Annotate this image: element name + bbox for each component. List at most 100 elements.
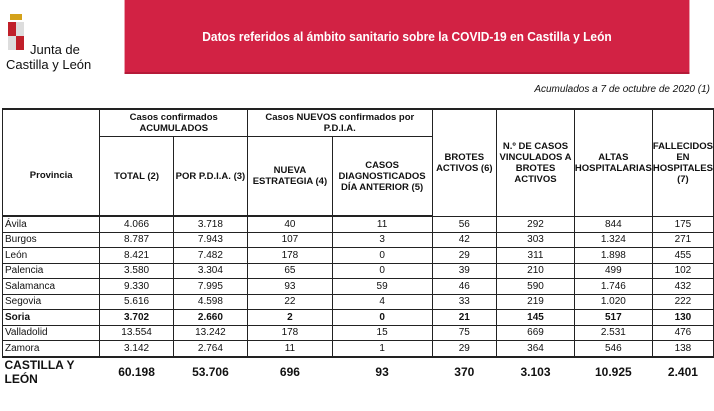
total-value: 10.925 (574, 355, 653, 386)
total-value: 3.103 (496, 355, 575, 386)
table-row: Zamora 3.142 2.764 11 1 29 364 546 138 (1, 340, 714, 357)
province-cell: Soria (1, 309, 101, 326)
value-cell: 303 (496, 231, 575, 248)
value-cell: 29 (431, 247, 498, 264)
value-cell: 455 (651, 247, 714, 264)
value-cell: 219 (496, 293, 575, 310)
value-cell: 2 (247, 309, 333, 326)
col-header: POR P.D.I.A. (3) (172, 136, 249, 217)
value-cell: 3.142 (99, 340, 174, 357)
col-header: TOTAL (2) (99, 136, 174, 217)
value-cell: 590 (496, 278, 575, 295)
province-cell: Salamanca (1, 278, 101, 295)
value-cell: 3.718 (172, 215, 249, 233)
value-cell: 9.330 (99, 278, 174, 295)
value-cell: 138 (651, 340, 714, 357)
value-cell: 13.242 (172, 324, 249, 341)
table-row: Segovia 5.616 4.598 22 4 33 219 1.020 222 (1, 293, 714, 310)
value-cell: 311 (496, 247, 575, 264)
value-cell: 178 (247, 247, 333, 264)
total-value: 2.401 (652, 355, 714, 386)
province-cell: Segovia (1, 293, 101, 310)
value-cell: 11 (247, 340, 333, 357)
province-cell: León (1, 247, 101, 264)
value-cell: 432 (651, 278, 714, 295)
value-cell: 3.580 (99, 262, 174, 279)
value-cell: 107 (247, 231, 333, 248)
col-header: CASOS DIAGNOSTICADOS DÍA ANTERIOR (5) (331, 136, 433, 217)
value-cell: 7.943 (172, 231, 249, 248)
province-cell: Valladolid (1, 324, 101, 341)
group-header-row: Casos confirmados ACUMULADOS Casos NUEVO… (1, 108, 714, 217)
value-cell: 33 (431, 293, 498, 310)
logo-line2: Castilla y León (6, 57, 92, 72)
total-value: 370 (432, 355, 497, 386)
col-header: NUEVA ESTRATEGIA (4) (247, 136, 333, 217)
province-cell: Burgos (1, 231, 101, 248)
value-cell: 0 (331, 309, 433, 326)
value-cell: 5.616 (99, 293, 174, 310)
value-cell: 4.598 (172, 293, 249, 310)
table-row: Soria 3.702 2.660 2 0 21 145 517 130 (1, 309, 714, 326)
value-cell: 8.421 (99, 247, 174, 264)
value-cell: 292 (496, 215, 575, 233)
value-cell: 46 (431, 278, 498, 295)
value-cell: 21 (431, 309, 498, 326)
value-cell: 42 (431, 231, 498, 248)
value-cell: 476 (651, 324, 714, 341)
coat-of-arms-icon (8, 14, 24, 50)
province-cell: Ávila (1, 215, 101, 233)
value-cell: 517 (573, 309, 653, 326)
value-cell: 4 (331, 293, 433, 310)
value-cell: 1.324 (573, 231, 653, 248)
total-value: 696 (247, 355, 333, 386)
covid-table: Casos confirmados ACUMULADOS Casos NUEVO… (1, 108, 714, 386)
value-cell: 8.787 (99, 231, 174, 248)
col-header: FALLECIDOS EN HOSPITALES (7) (651, 108, 714, 217)
value-cell: 0 (331, 247, 433, 264)
table-row: Valladolid 13.554 13.242 178 15 75 669 2.531 476 (1, 324, 714, 341)
total-row: CASTILLA Y LEÓN 60.198 53.706 696 93 370 3.103… (2, 355, 714, 386)
value-cell: 2.764 (172, 340, 249, 357)
value-cell: 1.020 (573, 293, 653, 310)
table-row: Palencia 3.580 3.304 65 0 39 210 499 102 (1, 262, 714, 279)
col-header: BROTES ACTIVOS (6) (431, 108, 498, 217)
value-cell: 271 (651, 231, 714, 248)
value-cell: 13.554 (99, 324, 174, 341)
value-cell: 175 (651, 215, 714, 233)
total-value: 93 (332, 355, 432, 386)
total-value: 53.706 (173, 355, 248, 386)
col-header: Provincia (1, 136, 101, 217)
col-header: ALTAS HOSPITALARIAS (573, 108, 653, 217)
value-cell: 7.995 (172, 278, 249, 295)
province-cell: Zamora (1, 340, 101, 357)
value-cell: 669 (496, 324, 575, 341)
date-note: Acumulados a 7 de octubre de 2020 (1) (534, 84, 710, 95)
table-row: León 8.421 7.482 178 0 29 311 1.898 455 (1, 247, 714, 264)
value-cell: 4.066 (99, 215, 174, 233)
table-row: Ávila 4.066 3.718 40 11 56 292 844 175 (1, 215, 714, 233)
value-cell: 499 (573, 262, 653, 279)
value-cell: 2.531 (573, 324, 653, 341)
total-value: 60.198 (99, 355, 174, 386)
value-cell: 40 (247, 215, 333, 233)
value-cell: 130 (651, 309, 714, 326)
value-cell: 65 (247, 262, 333, 279)
value-cell: 2.660 (172, 309, 249, 326)
value-cell: 3 (331, 231, 433, 248)
value-cell: 210 (496, 262, 575, 279)
table-row: Salamanca 9.330 7.995 93 59 46 590 1.746 432 (1, 278, 714, 295)
total-label: CASTILLA Y LEÓN (2, 355, 100, 386)
sub-header-row: Provincia TOTAL (2) POR P.D.I.A. (3) NUE… (1, 136, 714, 217)
value-cell: 102 (651, 262, 714, 279)
logo-line1: Junta de (30, 42, 80, 57)
value-cell: 7.482 (172, 247, 249, 264)
value-cell: 546 (573, 340, 653, 357)
province-cell: Palencia (1, 262, 101, 279)
value-cell: 178 (247, 324, 333, 341)
value-cell: 1.746 (573, 278, 653, 295)
value-cell: 75 (431, 324, 498, 341)
value-cell: 364 (496, 340, 575, 357)
junta-logo: Junta de Castilla y León (4, 4, 96, 74)
group-nuevos: Casos NUEVOS confirmados por P.D.I.A. (247, 108, 433, 137)
